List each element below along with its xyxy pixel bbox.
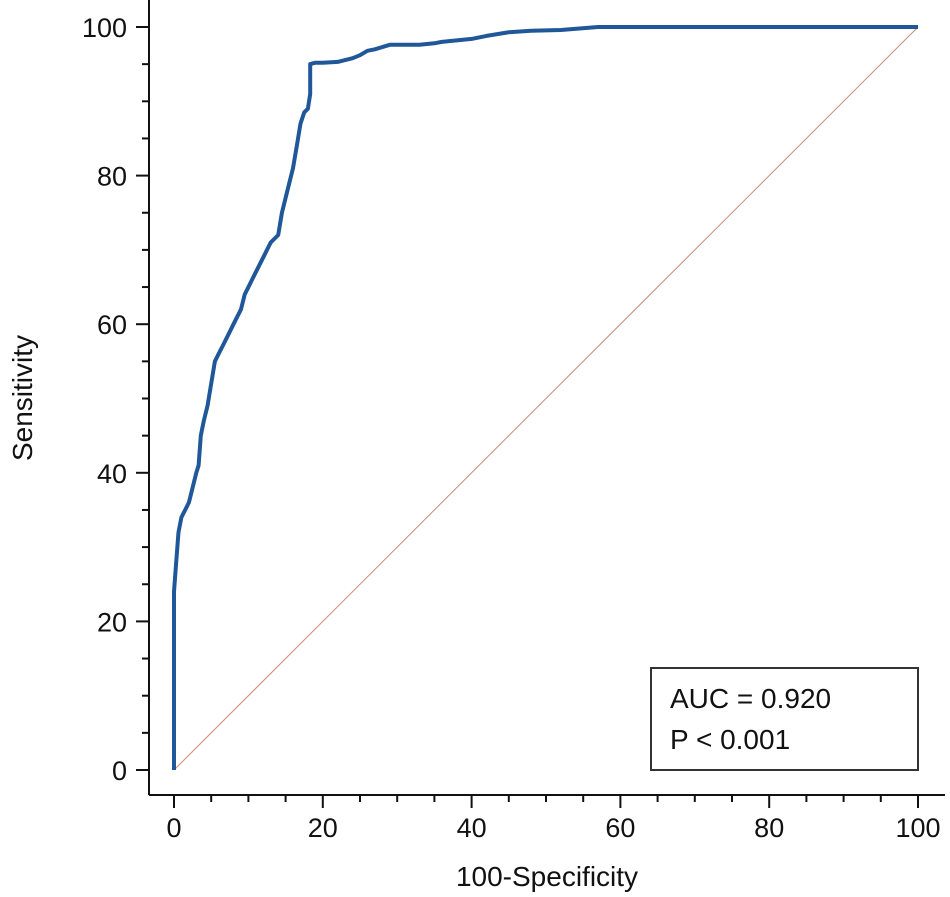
x-tick-label: 100 [895, 813, 940, 843]
y-axis-title: Sensitivity [7, 335, 38, 461]
reference-diagonal-line [173, 26, 919, 771]
p-value-text: P < 0.001 [670, 724, 790, 755]
y-tick-label: 0 [112, 756, 127, 786]
auc-value-text: AUC = 0.920 [670, 683, 831, 714]
auc-legend-box: AUC = 0.920 P < 0.001 [650, 667, 919, 771]
x-tick-label: 60 [605, 813, 635, 843]
y-tick-label: 20 [97, 607, 127, 637]
x-tick-label: 20 [308, 813, 338, 843]
y-tick-label: 80 [97, 162, 127, 192]
y-tick-label: 40 [97, 459, 127, 489]
x-tick-label: 0 [166, 813, 181, 843]
y-axis-ticks: 0 20 40 60 80 100 [82, 13, 149, 786]
x-tick-label: 40 [457, 813, 487, 843]
x-axis-ticks: 0 20 40 60 80 100 [166, 795, 941, 843]
y-tick-label: 60 [97, 310, 127, 340]
x-tick-label: 80 [754, 813, 784, 843]
roc-curve-line [172, 25, 918, 770]
x-axis-title: 100-Specificity [456, 861, 638, 892]
y-tick-label: 100 [82, 13, 127, 43]
auc-legend-frame [650, 667, 919, 771]
